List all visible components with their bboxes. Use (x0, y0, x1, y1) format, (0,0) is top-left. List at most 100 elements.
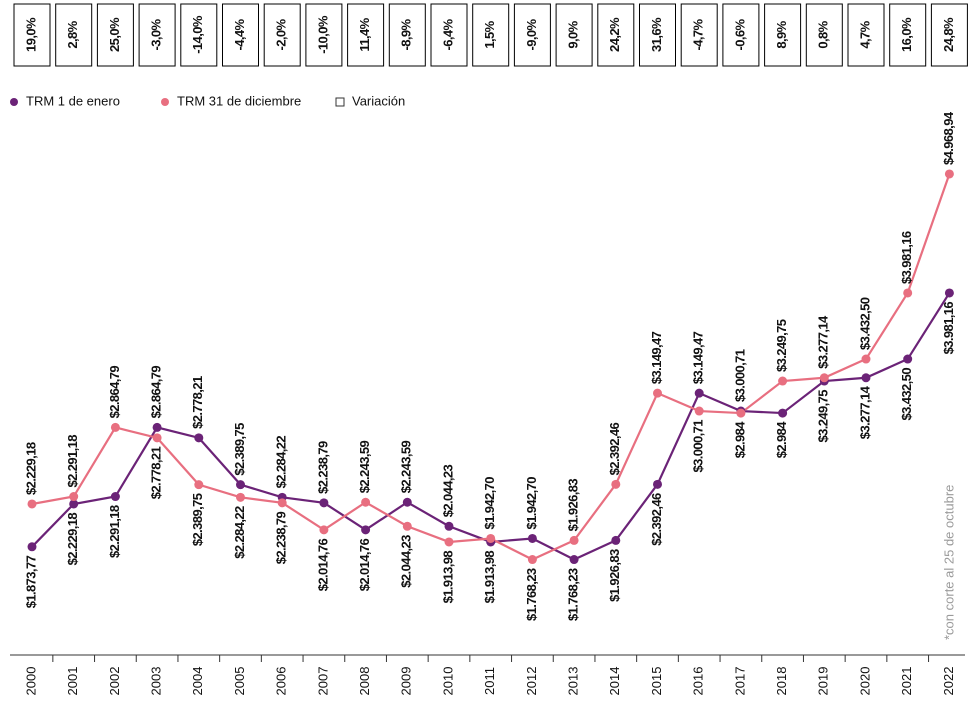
variation-label: 0,8% (816, 20, 831, 48)
variation-label: 11,4% (357, 17, 372, 51)
variation-box (639, 3, 676, 67)
x-tick-label: 2011 (482, 667, 497, 695)
data-label: $1.913,98 (440, 551, 455, 604)
x-tick-label: 2005 (232, 667, 247, 696)
point (569, 555, 579, 565)
variation-label: 24,2% (607, 17, 622, 52)
point (152, 422, 162, 432)
variation-box (222, 3, 259, 67)
point (653, 479, 662, 489)
x-tick-label: 2008 (357, 667, 372, 696)
point (861, 354, 871, 364)
data-label: $2.243,59 (357, 440, 372, 493)
variation-label: 31,6% (649, 17, 664, 52)
point (27, 499, 37, 509)
point (444, 537, 454, 547)
data-label: $2.392,46 (607, 423, 622, 476)
data-label: $2.229,18 (23, 442, 38, 495)
point (694, 388, 704, 398)
data-label: $3.149,47 (691, 331, 706, 384)
legend-label: TRM 31 de diciembre (177, 93, 301, 108)
data-label: $2.291,18 (107, 505, 122, 558)
data-label: $2.389,75 (190, 493, 205, 546)
x-tick-label: 2003 (149, 667, 164, 696)
data-label: $1.873,77 (23, 555, 38, 608)
x-tick-label: 2021 (899, 667, 914, 696)
point (319, 498, 329, 508)
data-label: $2.044,23 (440, 464, 455, 517)
variation-box (764, 3, 802, 67)
variation-box (96, 3, 134, 67)
data-label: $2.778,21 (149, 446, 164, 499)
data-label: $2.864,79 (149, 366, 164, 419)
point (69, 492, 79, 502)
data-label: $2.014,76 (357, 538, 372, 591)
data-label: $3.000,71 (732, 349, 747, 402)
point (444, 521, 454, 531)
variation-label: 24,8% (941, 17, 956, 52)
x-tick-label: 2000 (23, 667, 38, 696)
variation-box (722, 3, 760, 67)
point (903, 354, 913, 364)
data-label: $3.277,14 (816, 315, 831, 369)
variation-label: 25,0% (107, 17, 122, 52)
variation-box (889, 3, 927, 67)
x-tick-label: 2004 (190, 667, 205, 696)
data-label: $1.768,23 (566, 568, 581, 621)
x-tick-label: 2001 (65, 667, 80, 696)
data-label: $3.432,50 (857, 297, 872, 350)
point (27, 542, 37, 552)
variation-label: 8,9% (774, 20, 789, 48)
point (486, 533, 496, 543)
x-tick-label: 2018 (774, 667, 789, 696)
point (778, 376, 788, 386)
variation-label: 16,0% (899, 17, 914, 52)
variation-label: -6,4% (440, 18, 455, 50)
data-label: $1.942,70 (482, 477, 497, 530)
data-label: $3.981,16 (941, 302, 956, 355)
data-label: $1.926,83 (566, 479, 581, 532)
variation-box (388, 3, 426, 67)
x-tick-label: 2006 (274, 667, 289, 696)
point (611, 479, 621, 489)
data-label: $2.291,18 (65, 435, 80, 488)
data-label: $1.926,83 (607, 549, 622, 602)
data-label: $2.044,23 (399, 535, 414, 588)
data-label: $3.000,71 (691, 420, 706, 473)
variation-label: -4,4% (232, 18, 247, 50)
x-tick-label: 2013 (566, 667, 581, 696)
point (402, 521, 412, 531)
variation-box (13, 3, 51, 67)
legend-marker (161, 98, 169, 106)
point (653, 388, 662, 398)
point (152, 433, 162, 443)
point (361, 497, 371, 507)
data-label: $2.778,21 (190, 376, 205, 429)
variation-label: -4,7% (691, 18, 706, 50)
x-tick-label: 2009 (399, 667, 414, 696)
variation-box (513, 3, 551, 67)
variation-box (930, 3, 968, 67)
data-label: $2.014,76 (315, 538, 330, 591)
data-label: $2.243,59 (399, 440, 414, 493)
point (778, 408, 788, 418)
point (944, 288, 954, 298)
point (402, 497, 412, 507)
point (236, 480, 245, 490)
data-label: $2.392,46 (649, 493, 664, 546)
data-label: $4.968,94 (941, 111, 956, 165)
data-label: $3.277,14 (857, 385, 872, 439)
variation-box (263, 3, 301, 67)
legend-label: Variación (352, 93, 405, 108)
variation-box (597, 3, 635, 67)
point (194, 433, 204, 443)
data-label: $3.149,47 (649, 331, 664, 384)
x-tick-label: 2015 (649, 667, 664, 696)
point (110, 492, 120, 502)
point (736, 408, 746, 418)
legend-label: TRM 1 de enero (26, 93, 120, 108)
point (69, 499, 79, 509)
variation-box (55, 3, 93, 67)
point (819, 373, 829, 383)
